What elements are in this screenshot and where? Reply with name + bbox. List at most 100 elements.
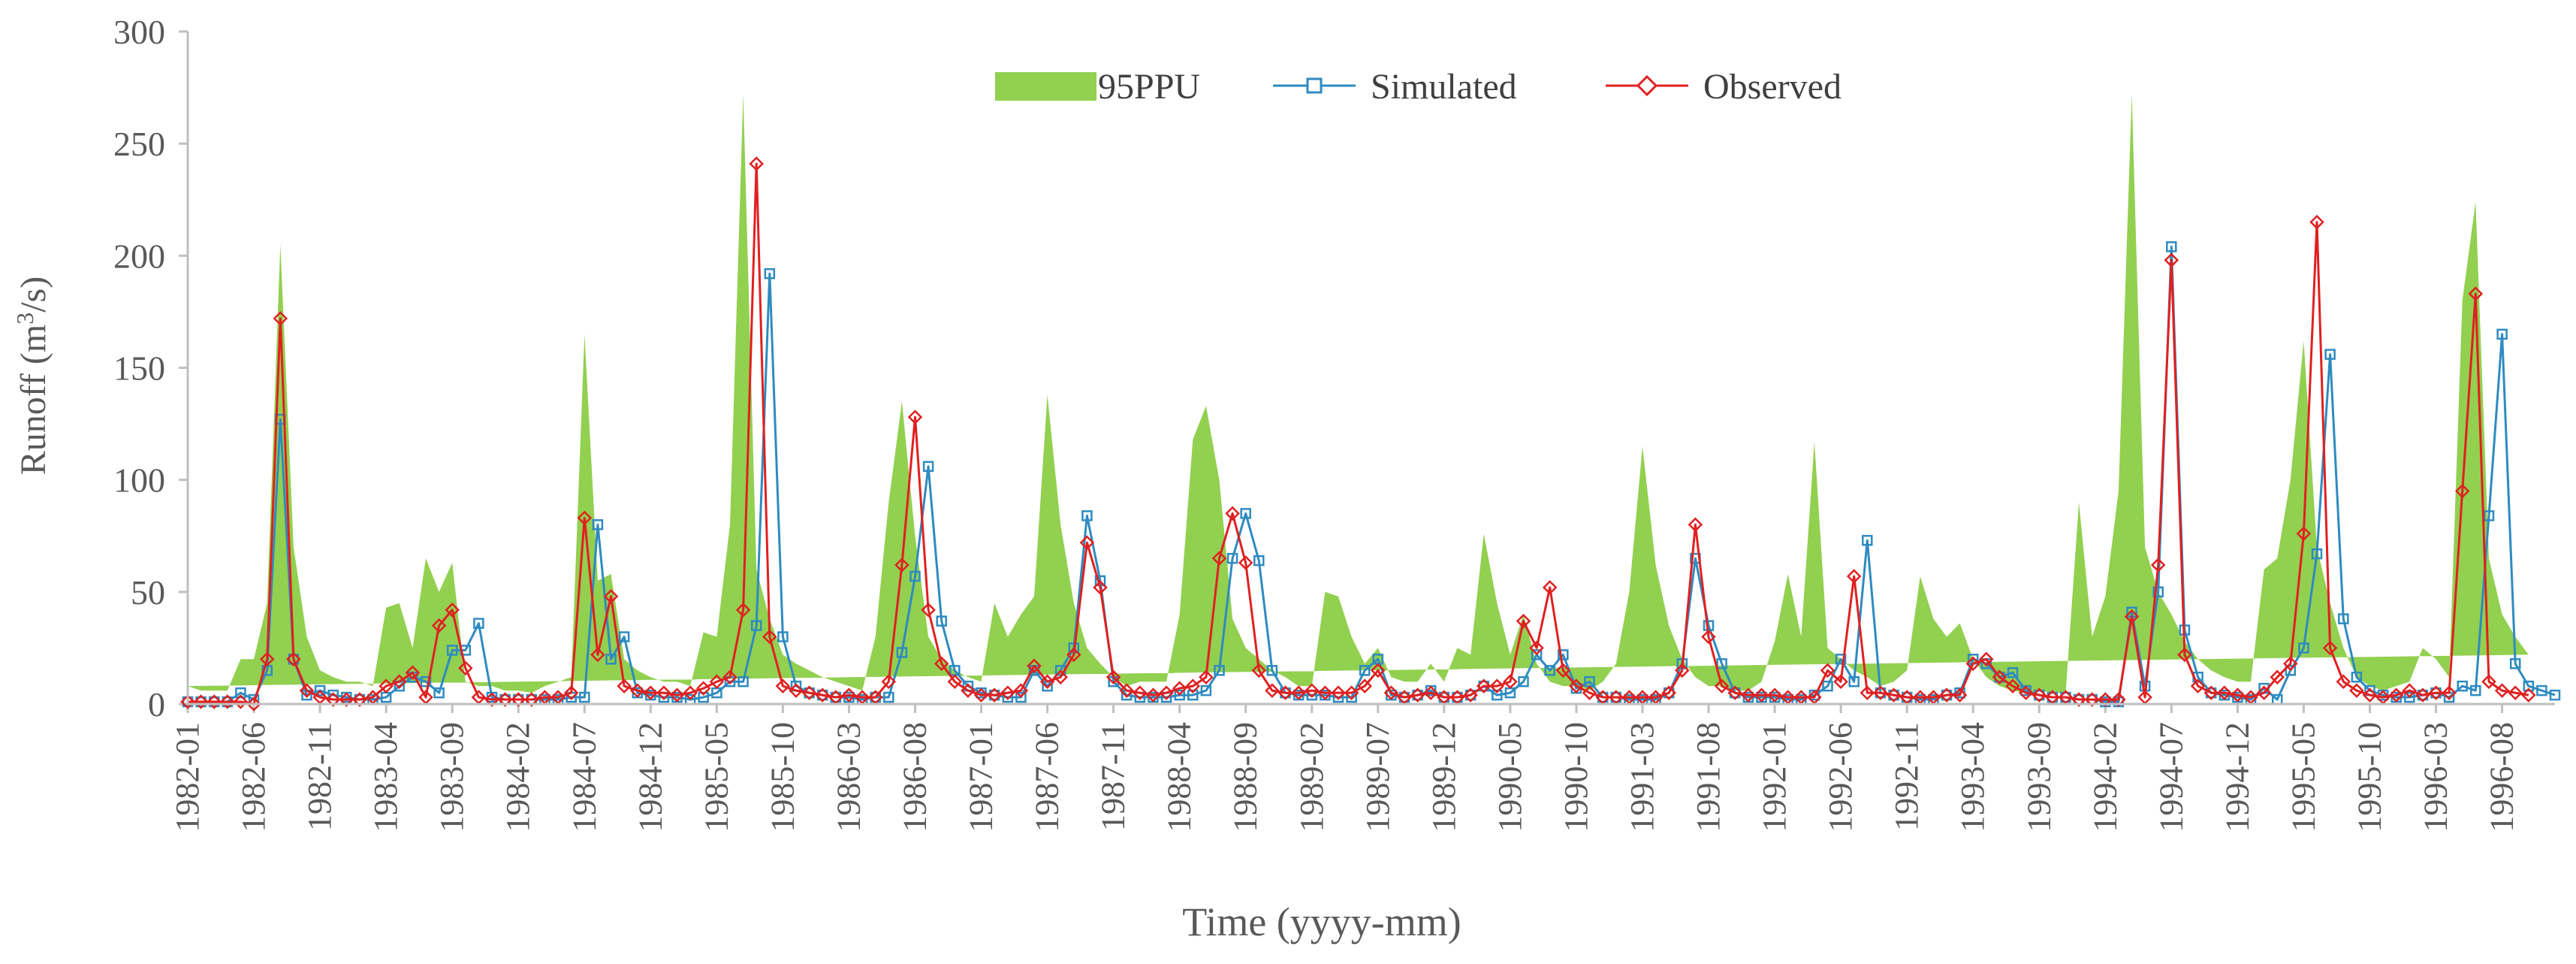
simulated-point: [2457, 680, 2468, 692]
observed-point: [2032, 687, 2047, 703]
simulated-point: [1226, 552, 1238, 564]
simulated-point: [2470, 684, 2481, 697]
observed-point: [881, 674, 897, 689]
observed-point: [1569, 678, 1584, 694]
observed-point: [1873, 685, 1888, 700]
y-tick-label: 100: [113, 461, 165, 500]
x-tick-label: 1996-03: [2418, 722, 2454, 833]
x-tick-label: 1983-09: [433, 722, 470, 833]
observed-point: [762, 629, 777, 645]
observed-point: [1371, 663, 1386, 678]
observed-point: [2415, 687, 2430, 703]
observed-point: [563, 685, 579, 700]
observed-point: [1344, 685, 1359, 700]
x-tick-label: 1989-07: [1359, 722, 1396, 833]
observed-point: [1965, 656, 1980, 672]
observed-point: [709, 674, 725, 689]
simulated-point: [2285, 665, 2297, 676]
observed-point: [722, 669, 738, 684]
observed-point: [2309, 214, 2324, 230]
observed-point: [617, 678, 632, 694]
simulated-point: [446, 645, 458, 656]
observed-point: [1754, 687, 1769, 703]
observed-point: [1582, 685, 1597, 700]
simulated-point: [2404, 691, 2415, 703]
simulated-point: [473, 618, 484, 629]
simulated-point: [738, 675, 749, 687]
observed-point: [947, 674, 963, 689]
simulated-point: [2483, 510, 2495, 521]
observed-point: [1265, 683, 1280, 698]
observed-point: [233, 694, 249, 709]
simulated-point: [2298, 642, 2309, 654]
observed-point: [2256, 685, 2272, 700]
simulated-point: [2007, 666, 2019, 678]
observed-point: [1555, 663, 1571, 678]
simulated-point: [909, 570, 921, 582]
simulated-point: [1266, 665, 1278, 676]
x-tick-label: 1992-11: [1888, 722, 1925, 831]
x-axis-title: Time (yyyy-mm): [1182, 899, 1461, 944]
simulated-point: [777, 631, 789, 642]
observed-point: [1000, 685, 1015, 700]
x-tick-label: 1990-10: [1558, 722, 1594, 833]
observed-point: [1291, 685, 1306, 700]
observed-point: [273, 311, 288, 326]
observed-point: [1489, 678, 1505, 694]
observed-point: [1767, 687, 1782, 703]
observed-point: [2098, 692, 2113, 707]
observed-point: [1952, 687, 1968, 703]
simulated-point: [1492, 689, 1503, 701]
observed-point: [2203, 685, 2219, 700]
observed-point: [445, 602, 460, 618]
observed-point: [1714, 678, 1730, 694]
observed-point: [220, 694, 235, 709]
x-tick-labels: 1982-01 1982-06 1982-11 1983-04 1983-09 1984-…: [169, 722, 2520, 833]
observed-point: [1133, 685, 1148, 700]
simulated-point: [1716, 658, 1727, 669]
legend-observed-marker: [1636, 74, 1658, 97]
observed-point: [669, 687, 685, 703]
observed-point: [801, 685, 817, 700]
observed-point: [815, 687, 830, 703]
x-tick-label: 1994-12: [2219, 722, 2255, 833]
observed-point: [1172, 681, 1187, 696]
simulated-point: [1081, 510, 1093, 521]
simulated-point: [1835, 654, 1847, 665]
simulated-point: [2166, 241, 2177, 252]
observed-point: [1886, 687, 1902, 703]
observed-point: [1211, 551, 1227, 566]
x-tick-label: 1986-08: [896, 722, 933, 833]
observed-point: [934, 656, 949, 672]
observed-point: [2283, 656, 2298, 672]
simulated-point: [2509, 658, 2521, 669]
observed-point: [629, 683, 645, 698]
observed-point: [603, 589, 619, 604]
observed-point: [1053, 669, 1068, 684]
observed-point: [1833, 674, 1848, 689]
simulated-point: [314, 684, 326, 697]
x-tick-label: 1984-02: [499, 722, 536, 833]
simulated-point: [2152, 586, 2164, 598]
x-tick-label: 1990-05: [1492, 722, 1528, 833]
observed-point: [193, 694, 209, 709]
observed-point: [1305, 683, 1320, 698]
legend-observed-label: Observed: [1703, 67, 1842, 107]
observed-point: [2018, 685, 2034, 700]
observed-point: [1013, 683, 1029, 698]
observed-point: [789, 683, 804, 698]
observed-point: [2150, 558, 2166, 573]
observed-point: [352, 692, 367, 707]
x-tick-label: 1992-06: [1822, 722, 1859, 833]
x-tick-label: 1992-01: [1756, 722, 1793, 833]
observed-point: [2084, 692, 2100, 707]
observed-point: [458, 660, 473, 676]
observed-point: [1277, 685, 1293, 700]
x-tick-label: 1985-05: [698, 722, 734, 833]
observed-point: [259, 651, 275, 667]
observed-point: [735, 602, 751, 618]
simulated-point: [579, 691, 590, 703]
observed-point: [1159, 685, 1174, 700]
x-tick-label: 1996-08: [2484, 722, 2520, 833]
